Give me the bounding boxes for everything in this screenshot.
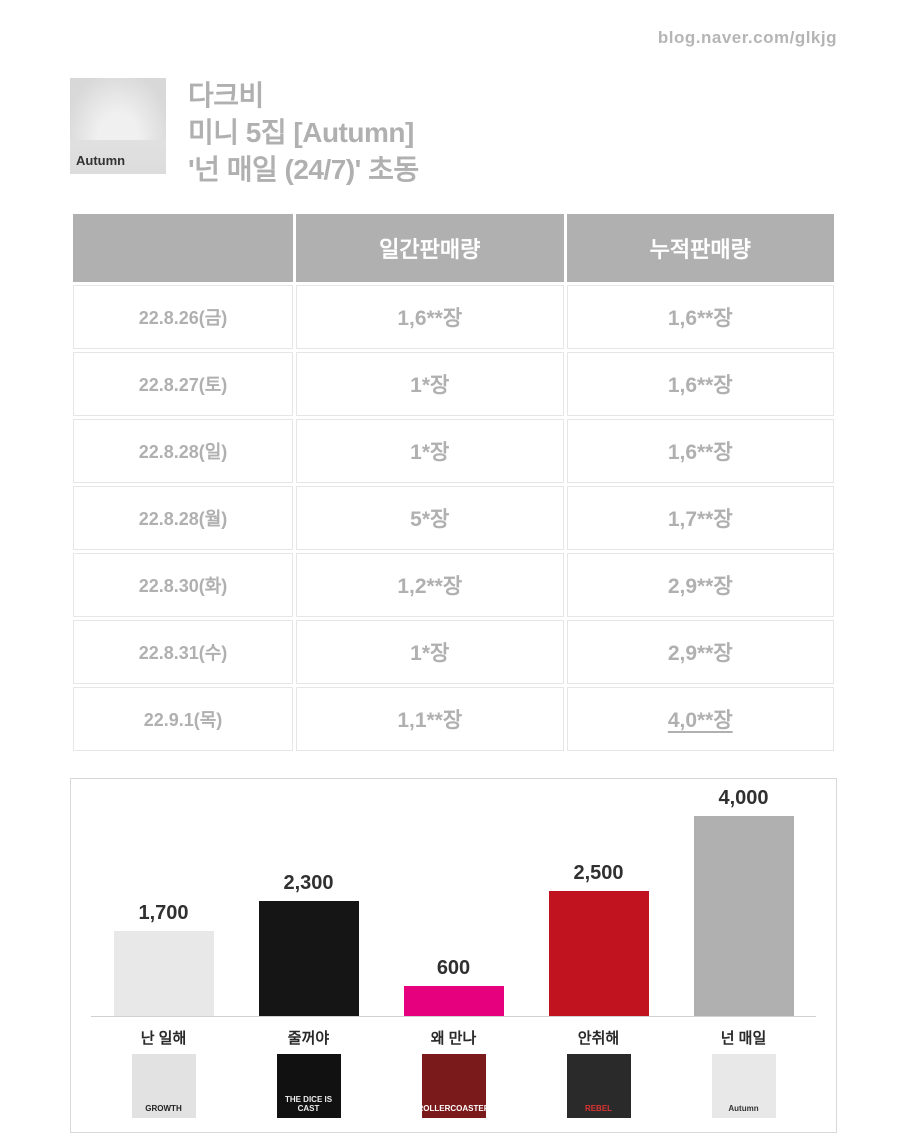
table-row: 22.8.28(일)1*장1,6**장 bbox=[73, 419, 834, 483]
cell-daily: 1*장 bbox=[296, 620, 564, 684]
col-cum: 누적판매량 bbox=[567, 214, 835, 282]
cell-cum: 1,7**장 bbox=[567, 486, 835, 550]
title-line-1: 다크비 bbox=[188, 78, 419, 113]
bar-label: 안취해 bbox=[578, 1027, 619, 1048]
bar bbox=[694, 816, 794, 1016]
bar-label: 난 일해 bbox=[141, 1027, 187, 1048]
bar-value-label: 4,000 bbox=[718, 787, 768, 810]
cell-daily: 1,1**장 bbox=[296, 687, 564, 751]
sales-table: 일간판매량 누적판매량 22.8.26(금)1,6**장1,6**장22.8.2… bbox=[70, 211, 837, 754]
col-blank bbox=[73, 214, 293, 282]
table-row: 22.8.28(월)5*장1,7**장 bbox=[73, 486, 834, 550]
bar-column: 600 bbox=[389, 957, 519, 1016]
cell-date: 22.8.27(토) bbox=[73, 352, 293, 416]
cell-date: 22.8.28(월) bbox=[73, 486, 293, 550]
cell-cum: 1,6**장 bbox=[567, 285, 835, 349]
bar-value-label: 600 bbox=[437, 957, 470, 980]
blog-watermark: blog.naver.com/glkjg bbox=[658, 28, 837, 48]
bar-value-label: 1,700 bbox=[138, 902, 188, 925]
bar-label-column: 왜 만나 ROLLERCOASTER bbox=[389, 1027, 519, 1118]
bar-column: 4,000 bbox=[679, 787, 809, 1016]
bar-label-column: 줄꺼야 THE DICE IS CAST bbox=[244, 1027, 374, 1118]
bar bbox=[259, 901, 359, 1016]
album-thumb: THE DICE IS CAST bbox=[277, 1054, 341, 1118]
album-cover-label: Autumn bbox=[76, 153, 125, 168]
table-body: 22.8.26(금)1,6**장1,6**장22.8.27(토)1*장1,6**… bbox=[73, 285, 834, 751]
album-thumb: ROLLERCOASTER bbox=[422, 1054, 486, 1118]
cell-cum: 2,9**장 bbox=[567, 620, 835, 684]
table-row: 22.9.1(목)1,1**장4,0**장 bbox=[73, 687, 834, 751]
album-thumb: REBEL bbox=[567, 1054, 631, 1118]
bar bbox=[114, 931, 214, 1016]
bar-value-label: 2,500 bbox=[573, 862, 623, 885]
bar-column: 1,700 bbox=[99, 902, 229, 1016]
header: Autumn 다크비 미니 5집 [Autumn] '넌 매일 (24/7)' … bbox=[70, 78, 837, 187]
chart-box: 1,700 2,300 600 2,500 4,000 난 일해 GROWTH 줄꺼야 THE… bbox=[70, 778, 837, 1133]
album-thumb: GROWTH bbox=[132, 1054, 196, 1118]
table-row: 22.8.31(수)1*장2,9**장 bbox=[73, 620, 834, 684]
bar-column: 2,300 bbox=[244, 872, 374, 1016]
table-head: 일간판매량 누적판매량 bbox=[73, 214, 834, 282]
cell-daily: 5*장 bbox=[296, 486, 564, 550]
bar-value-label: 2,300 bbox=[283, 872, 333, 895]
title-line-3: '넌 매일 (24/7)' 초동 bbox=[188, 152, 419, 187]
title-line-2: 미니 5집 [Autumn] bbox=[188, 115, 419, 150]
bar-label: 줄꺼야 bbox=[288, 1027, 329, 1048]
bar-label-column: 안취해 REBEL bbox=[534, 1027, 664, 1118]
album-cover-thumb: Autumn bbox=[70, 78, 166, 174]
table-row: 22.8.30(화)1,2**장2,9**장 bbox=[73, 553, 834, 617]
cell-date: 22.9.1(목) bbox=[73, 687, 293, 751]
cell-daily: 1,6**장 bbox=[296, 285, 564, 349]
col-daily: 일간판매량 bbox=[296, 214, 564, 282]
table-row: 22.8.27(토)1*장1,6**장 bbox=[73, 352, 834, 416]
cell-daily: 1*장 bbox=[296, 352, 564, 416]
bar-label-column: 넌 매일 Autumn bbox=[679, 1027, 809, 1118]
cell-date: 22.8.26(금) bbox=[73, 285, 293, 349]
album-thumb: Autumn bbox=[712, 1054, 776, 1118]
bar bbox=[549, 891, 649, 1016]
bar-label: 넌 매일 bbox=[721, 1027, 767, 1048]
cell-daily: 1*장 bbox=[296, 419, 564, 483]
table-row: 22.8.26(금)1,6**장1,6**장 bbox=[73, 285, 834, 349]
cell-cum: 2,9**장 bbox=[567, 553, 835, 617]
cell-daily: 1,2**장 bbox=[296, 553, 564, 617]
cell-date: 22.8.31(수) bbox=[73, 620, 293, 684]
bar-label: 왜 만나 bbox=[431, 1027, 477, 1048]
cell-cum: 1,6**장 bbox=[567, 352, 835, 416]
cell-cum: 4,0**장 bbox=[567, 687, 835, 751]
cell-date: 22.8.30(화) bbox=[73, 553, 293, 617]
bar-label-column: 난 일해 GROWTH bbox=[99, 1027, 229, 1118]
cell-cum: 1,6**장 bbox=[567, 419, 835, 483]
chart-labels: 난 일해 GROWTH 줄꺼야 THE DICE IS CAST 왜 만나 ROLLERC… bbox=[91, 1027, 816, 1118]
cell-date: 22.8.28(일) bbox=[73, 419, 293, 483]
chart-bars: 1,7002,3006002,5004,000 bbox=[91, 797, 816, 1017]
bar bbox=[404, 986, 504, 1016]
title-block: 다크비 미니 5집 [Autumn] '넌 매일 (24/7)' 초동 bbox=[188, 78, 419, 187]
bar-column: 2,500 bbox=[534, 862, 664, 1016]
